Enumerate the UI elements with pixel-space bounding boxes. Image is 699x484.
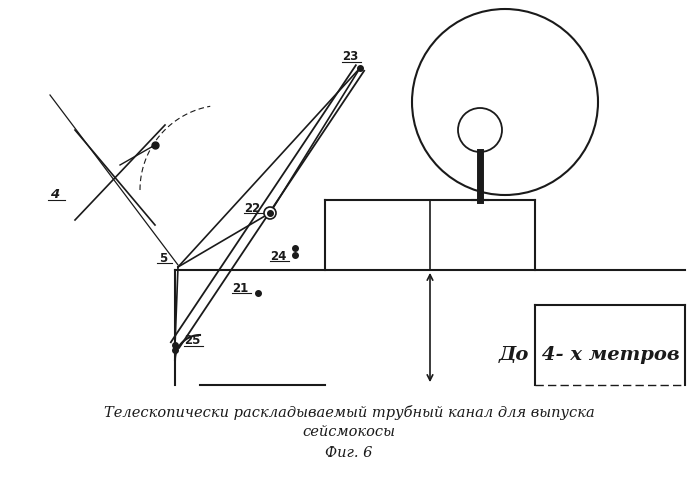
- Text: 25: 25: [184, 334, 200, 348]
- Text: 21: 21: [232, 282, 248, 294]
- Text: 4: 4: [50, 188, 59, 201]
- Text: Фиг. 6: Фиг. 6: [325, 446, 373, 460]
- Text: 5: 5: [159, 252, 167, 264]
- Text: До  4- х метров: До 4- х метров: [499, 346, 681, 364]
- Circle shape: [264, 207, 276, 219]
- Text: 22: 22: [244, 201, 260, 214]
- Text: сейсмокосы: сейсмокосы: [303, 425, 396, 439]
- Text: Телескопически раскладываемый трубный канал для выпуска: Телескопически раскладываемый трубный ка…: [103, 405, 594, 420]
- Text: 24: 24: [270, 249, 286, 262]
- Text: 23: 23: [342, 50, 358, 63]
